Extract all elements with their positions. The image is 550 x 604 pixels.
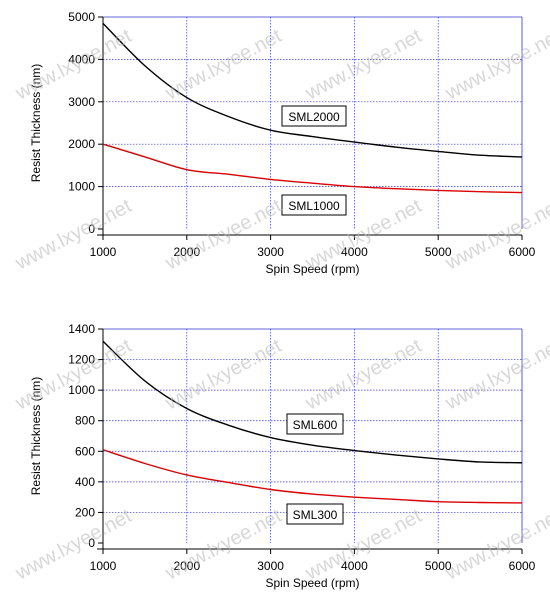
y-tick-label: 1200 [68, 353, 95, 367]
series-label-box [281, 105, 347, 127]
x-tick-label: 1000 [90, 559, 117, 573]
x-tick-label: 2000 [173, 245, 200, 259]
x-axis-title: Spin Speed (rpm) [265, 262, 359, 276]
y-tick-label: 200 [75, 505, 95, 519]
series-line-sml600 [102, 340, 523, 464]
y-tick-label: 400 [75, 475, 95, 489]
x-tick-label: 4000 [341, 559, 368, 573]
series-label-box [286, 413, 344, 435]
watermark-text: www.lxyee.net [441, 335, 550, 415]
watermark-text: www.lxyee.net [441, 25, 550, 105]
series-line-sml2000 [102, 22, 523, 158]
x-tick-label: 1000 [90, 245, 117, 259]
chart-bottom: 1000 2000 3000 4000 5000 6000 0 200 400 600 800 100… [29, 322, 536, 590]
x-tick-label: 5000 [425, 245, 452, 259]
x-tick-label: 6000 [509, 559, 536, 573]
series-label-box [286, 503, 344, 525]
y-tick-label: 1000 [68, 180, 95, 194]
watermark-text: www.lxyee.net [161, 335, 285, 415]
x-tick-label: 6000 [509, 245, 536, 259]
watermark-text: www.lxyee.net [301, 25, 425, 105]
series-label-sml300: SML300 [293, 508, 338, 522]
watermark-text: www.lxyee.net [11, 335, 135, 415]
series-line-sml1000 [102, 143, 523, 194]
y-axis-title: Resist Thickness (nm) [29, 377, 43, 495]
watermark-text: www.lxyee.net [11, 505, 135, 585]
y-tick-label: 4000 [68, 52, 95, 66]
x-tick-label: 2000 [173, 559, 200, 573]
y-tick-label: 1400 [68, 322, 95, 336]
x-tick-label: 3000 [257, 559, 284, 573]
y-tick-label: 0 [88, 222, 95, 236]
y-tick-label: 0 [88, 536, 95, 550]
y-tick-label: 5000 [68, 10, 95, 24]
x-tick-label: 3000 [257, 245, 284, 259]
y-tick-label: 600 [75, 444, 95, 458]
series-label-box [281, 194, 347, 216]
x-tick-label: 4000 [341, 245, 368, 259]
y-tick-label: 2000 [68, 137, 95, 151]
series-label-sml1000: SML1000 [288, 199, 340, 213]
x-axis-title: Spin Speed (rpm) [265, 576, 359, 590]
y-tick-label: 1000 [68, 383, 95, 397]
watermark-text: www.lxyee.net [301, 335, 425, 415]
series-label-sml2000: SML2000 [288, 110, 340, 124]
y-axis-title: Resist Thickness (nm) [29, 64, 43, 182]
y-tick-label: 800 [75, 414, 95, 428]
chart-top: 1000 2000 3000 4000 5000 6000 0 1000 2000 3000 400… [29, 10, 536, 276]
x-tick-label: 5000 [425, 559, 452, 573]
y-tick-label: 3000 [68, 95, 95, 109]
watermark-text: www.lxyee.net [161, 25, 285, 105]
series-label-sml600: SML600 [293, 418, 338, 432]
series-line-sml300 [102, 449, 523, 504]
